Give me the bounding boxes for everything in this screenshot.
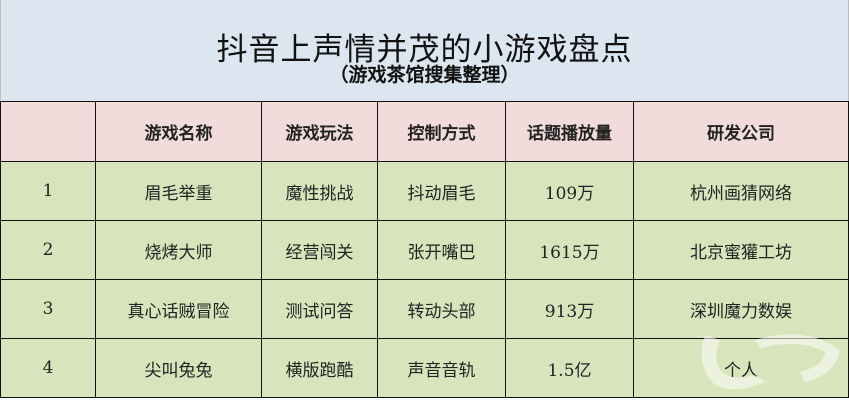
cell-index: 3 — [0, 279, 96, 339]
table-row: 2 烧烤大师 经营闯关 张开嘴巴 1615万 北京蜜獾工坊 — [0, 220, 849, 280]
header-cell-gameplay: 游戏玩法 — [261, 101, 378, 162]
table-header-row: 游戏名称 游戏玩法 控制方式 话题播放量 研发公司 — [0, 101, 849, 162]
cell-control: 声音音轨 — [377, 338, 506, 398]
cell-developer: 个人 — [633, 338, 849, 398]
cell-name: 烧烤大师 — [95, 220, 262, 280]
cell-index: 4 — [0, 338, 96, 398]
cell-name: 尖叫兔兔 — [95, 338, 262, 398]
cell-developer: 杭州画猜网络 — [633, 161, 849, 221]
cell-gameplay: 经营闯关 — [261, 220, 378, 280]
games-table: 游戏名称 游戏玩法 控制方式 话题播放量 研发公司 1 眉毛举重 魔性挑战 抖动… — [0, 101, 849, 398]
cell-views: 109万 — [505, 161, 634, 221]
header-cell-developer: 研发公司 — [633, 101, 849, 162]
cell-name: 真心话贼冒险 — [95, 279, 262, 339]
cell-views: 1.5亿 — [505, 338, 634, 398]
cell-index: 1 — [0, 161, 96, 221]
cell-name: 眉毛举重 — [95, 161, 262, 221]
header-cell-name: 游戏名称 — [95, 101, 262, 162]
cell-gameplay: 魔性挑战 — [261, 161, 378, 221]
cell-index: 2 — [0, 220, 96, 280]
table-row: 4 尖叫兔兔 横版跑酷 声音音轨 1.5亿 个人 — [0, 338, 849, 398]
cell-control: 抖动眉毛 — [377, 161, 506, 221]
cell-developer: 深圳魔力数娱 — [633, 279, 849, 339]
cell-control: 转动头部 — [377, 279, 506, 339]
header-cell-views: 话题播放量 — [505, 101, 634, 162]
header-cell-control: 控制方式 — [377, 101, 506, 162]
cell-views: 913万 — [505, 279, 634, 339]
cell-gameplay: 横版跑酷 — [261, 338, 378, 398]
header-cell-index — [0, 101, 96, 162]
cell-gameplay: 测试问答 — [261, 279, 378, 339]
cell-control: 张开嘴巴 — [377, 220, 506, 280]
table-row: 1 眉毛举重 魔性挑战 抖动眉毛 109万 杭州画猜网络 — [0, 161, 849, 221]
title-banner: 抖音上声情并茂的小游戏盘点 （游戏茶馆搜集整理） — [0, 0, 849, 101]
cell-developer: 北京蜜獾工坊 — [633, 220, 849, 280]
page-title: 抖音上声情并茂的小游戏盘点 — [216, 32, 633, 68]
table-row: 3 真心话贼冒险 测试问答 转动头部 913万 深圳魔力数娱 — [0, 279, 849, 339]
page-subtitle: （游戏茶馆搜集整理） — [329, 64, 520, 86]
cell-views: 1615万 — [505, 220, 634, 280]
